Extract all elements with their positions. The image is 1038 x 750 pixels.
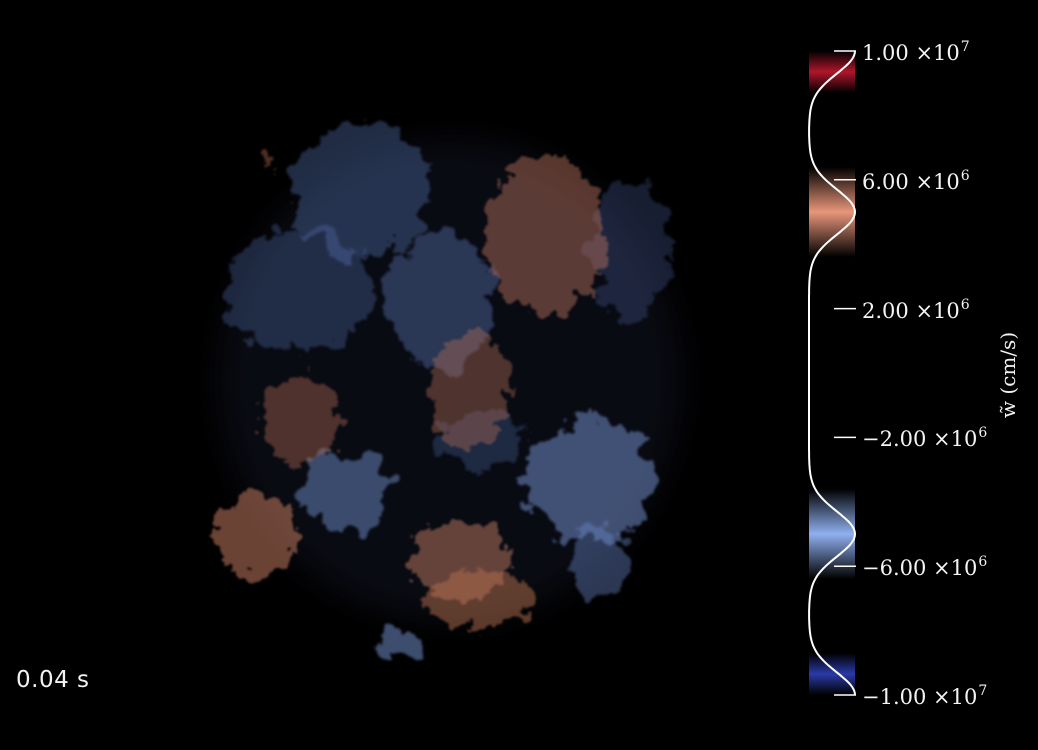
band-negative-high	[809, 653, 855, 695]
tick-times-ten: ×10	[933, 427, 978, 452]
tick-mantissa: 1.00	[862, 41, 916, 65]
tick-mantissa: −6.00	[862, 556, 934, 581]
colorbar-tick-label: 1.00 ×107	[862, 40, 970, 64]
tick-times-ten: ×10	[915, 298, 960, 323]
colorbar-transfer-function	[808, 50, 857, 696]
tick-mantissa: 6.00	[862, 169, 916, 194]
colorbar: 1.00 ×107 6.00 ×106 2.00 ×106 −2.00 ×106 −6.…	[800, 40, 1038, 710]
tick-exponent: 7	[960, 39, 970, 55]
tick-times-ten: ×10	[915, 41, 960, 65]
tick-times-ten: ×10	[915, 169, 960, 194]
colorbar-tick-label: 2.00 ×106	[862, 298, 970, 322]
tick-exponent: 6	[978, 425, 988, 442]
tick-times-ten: ×10	[933, 685, 978, 709]
tick-exponent: 6	[960, 296, 970, 313]
tick-exponent: 6	[960, 167, 970, 184]
negative-velocity-plumes	[225, 120, 670, 660]
tick-mantissa: −2.00	[862, 427, 934, 452]
tick-times-ten: ×10	[933, 556, 978, 581]
colorbar-tick-label: −2.00 ×106	[862, 426, 987, 450]
tick-mantissa: 2.00	[862, 298, 916, 323]
opacity-curve	[808, 50, 857, 696]
colorbar-tick-label: −1.00 ×107	[862, 684, 987, 708]
colorbar-tick-label: −6.00 ×106	[862, 555, 987, 579]
band-positive-high	[809, 51, 855, 93]
time-readout: 0.04 s	[16, 667, 90, 693]
tick-mantissa: −1.00	[862, 685, 934, 709]
band-positive-mid	[809, 166, 855, 258]
band-negative-mid	[809, 488, 855, 580]
tick-exponent: 6	[978, 554, 988, 571]
colorbar-tick-label: 6.00 ×106	[862, 169, 970, 193]
colorbar-axis-label: w̃ (cm/s)	[996, 331, 1020, 419]
tick-exponent: 7	[978, 683, 988, 699]
positive-velocity-plumes	[213, 148, 605, 628]
